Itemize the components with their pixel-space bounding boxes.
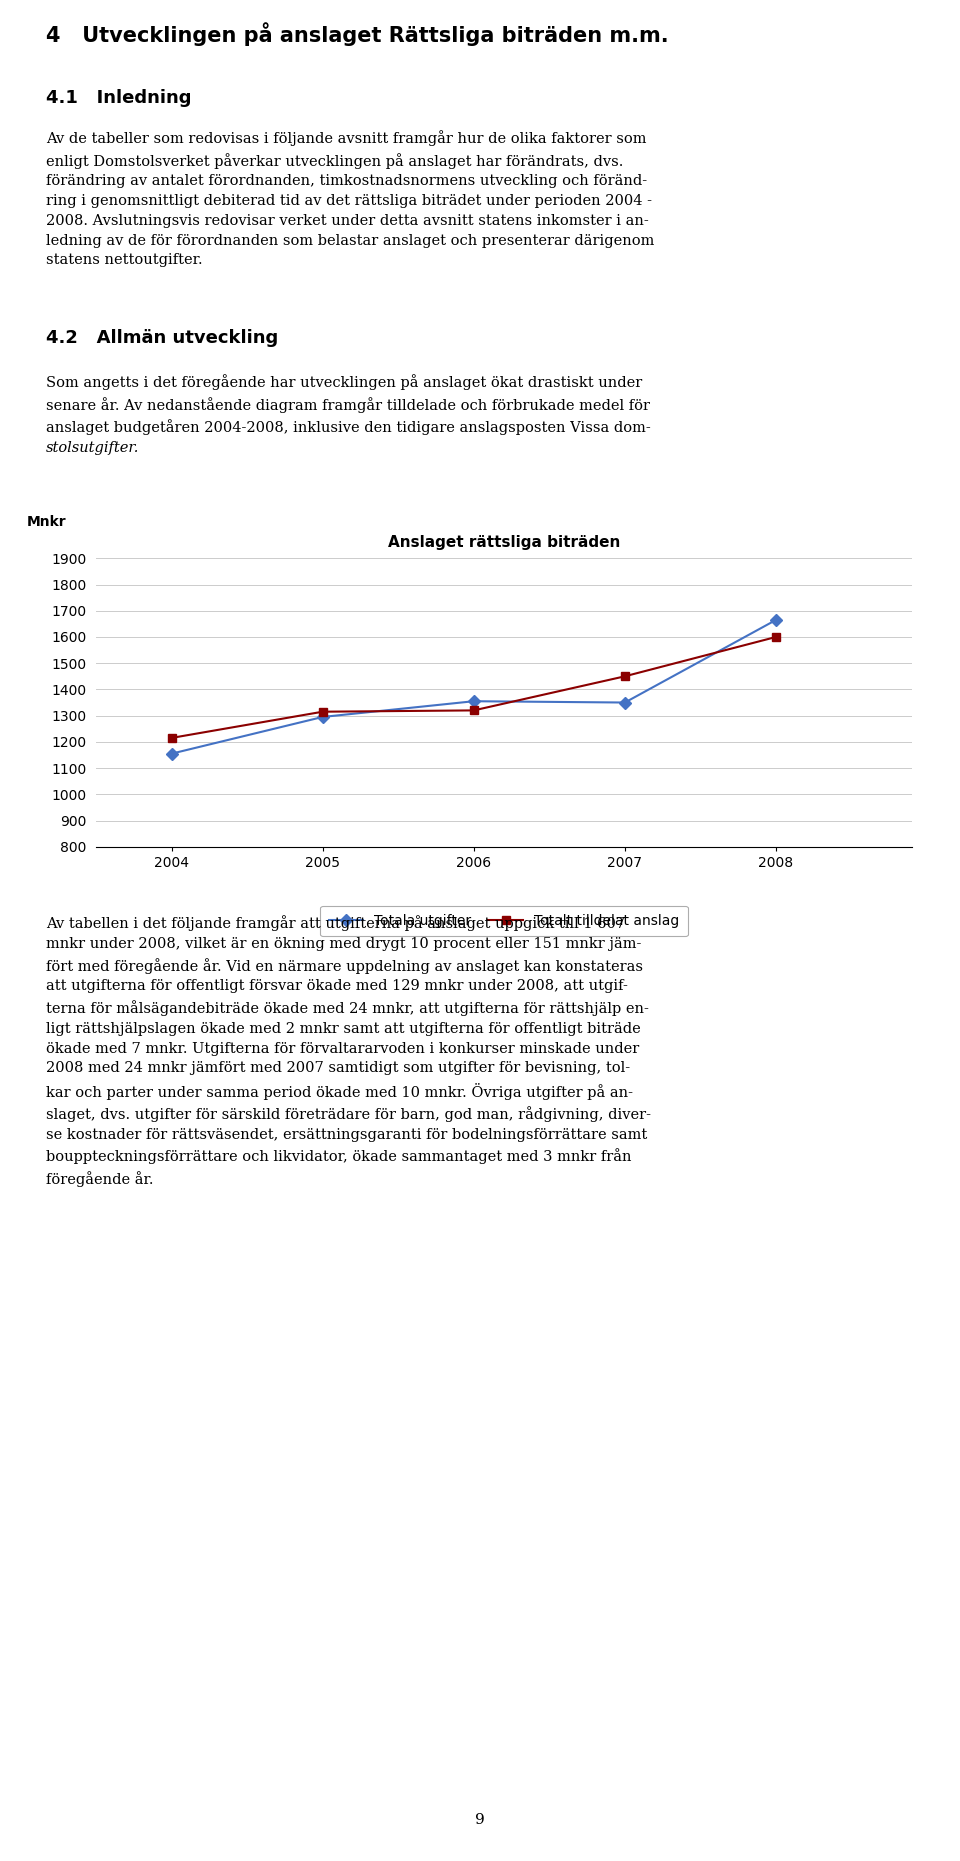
Totala utgifter xyxy=(317,705,328,728)
Line: Totala utgifter: Totala utgifter xyxy=(167,616,780,757)
Totala utgifter xyxy=(468,690,480,713)
Text: 9: 9 xyxy=(475,1813,485,1828)
Text: Av tabellen i det följande framgår att utgifterna på anslaget uppgick till 1 607: Av tabellen i det följande framgår att u… xyxy=(46,916,651,1187)
Text: stolsutgifter.: stolsutgifter. xyxy=(46,441,139,454)
Text: 4   Utvecklingen på anslaget Rättsliga biträden m.m.: 4 Utvecklingen på anslaget Rättsliga bit… xyxy=(46,22,669,47)
Totalt tilldelat anslag xyxy=(619,664,631,687)
Text: 4.2   Allmän utveckling: 4.2 Allmän utveckling xyxy=(46,329,278,348)
Totalt tilldelat anslag xyxy=(468,700,480,722)
Line: Totalt tilldelat anslag: Totalt tilldelat anslag xyxy=(167,633,780,743)
Totalt tilldelat anslag xyxy=(317,700,328,722)
Totala utgifter xyxy=(770,609,781,631)
Legend: Totala utgifter, Totalt tilldelat anslag: Totala utgifter, Totalt tilldelat anslag xyxy=(321,906,687,936)
Totala utgifter xyxy=(166,743,178,765)
Text: Som angetts i det föregående har utvecklingen på anslaget ökat drastiskt under
s: Som angetts i det föregående har utveckl… xyxy=(46,374,651,435)
Totalt tilldelat anslag xyxy=(166,728,178,750)
Title: Anslaget rättsliga biträden: Anslaget rättsliga biträden xyxy=(388,536,620,551)
Text: 4.1   Inledning: 4.1 Inledning xyxy=(46,89,192,108)
Text: Av de tabeller som redovisas i följande avsnitt framgår hur de olika faktorer so: Av de tabeller som redovisas i följande … xyxy=(46,130,655,268)
Totalt tilldelat anslag xyxy=(770,625,781,648)
Text: Mnkr: Mnkr xyxy=(27,515,66,529)
Totala utgifter xyxy=(619,690,631,713)
